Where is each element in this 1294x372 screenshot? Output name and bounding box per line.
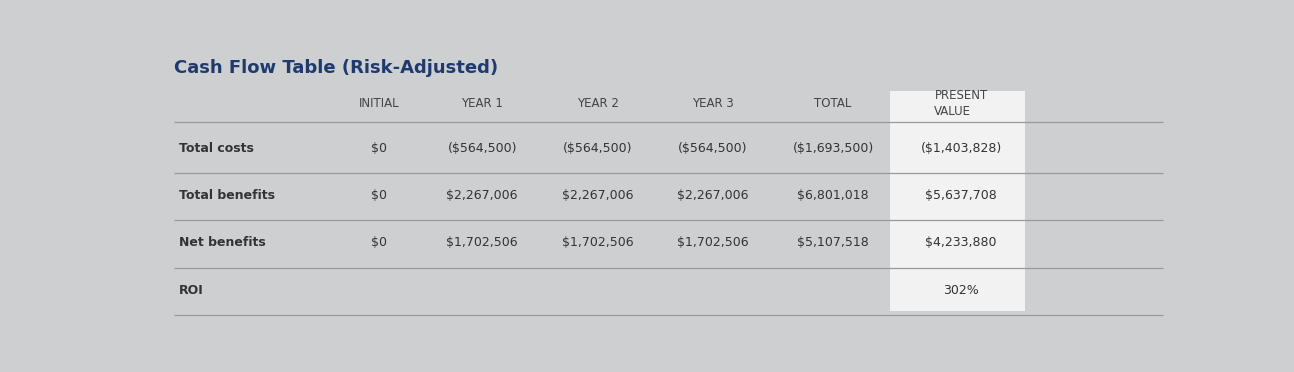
Text: $1,702,506: $1,702,506 [677, 237, 749, 250]
Text: $0: $0 [371, 237, 387, 250]
Text: ($564,500): ($564,500) [678, 142, 748, 155]
Text: $5,637,708: $5,637,708 [925, 189, 996, 202]
Text: $1,702,506: $1,702,506 [562, 237, 633, 250]
Text: YEAR 1: YEAR 1 [461, 97, 503, 110]
Text: $0: $0 [371, 142, 387, 155]
Text: ($564,500): ($564,500) [563, 142, 633, 155]
Text: Total benefits: Total benefits [179, 189, 274, 202]
Text: YEAR 3: YEAR 3 [692, 97, 734, 110]
Text: $0: $0 [371, 189, 387, 202]
Text: $2,267,006: $2,267,006 [562, 189, 633, 202]
Text: $2,267,006: $2,267,006 [446, 189, 518, 202]
Text: $1,702,506: $1,702,506 [446, 237, 518, 250]
Text: Net benefits: Net benefits [179, 237, 265, 250]
Text: $4,233,880: $4,233,880 [925, 237, 996, 250]
Text: YEAR 2: YEAR 2 [577, 97, 619, 110]
Text: PRESENT
VALUE: PRESENT VALUE [934, 89, 987, 118]
Text: Total costs: Total costs [179, 142, 254, 155]
Bar [890, 91, 1025, 311]
Text: $2,267,006: $2,267,006 [677, 189, 748, 202]
Text: $6,801,018: $6,801,018 [797, 189, 870, 202]
Text: ($1,403,828): ($1,403,828) [920, 142, 1002, 155]
Text: INITIAL: INITIAL [358, 97, 400, 110]
Text: ROI: ROI [179, 284, 203, 297]
Text: 302%: 302% [943, 284, 978, 297]
Text: Cash Flow Table (Risk-Adjusted): Cash Flow Table (Risk-Adjusted) [173, 59, 498, 77]
Text: ($1,693,500): ($1,693,500) [792, 142, 873, 155]
Text: $5,107,518: $5,107,518 [797, 237, 870, 250]
Text: TOTAL: TOTAL [814, 97, 851, 110]
Text: ($564,500): ($564,500) [448, 142, 516, 155]
